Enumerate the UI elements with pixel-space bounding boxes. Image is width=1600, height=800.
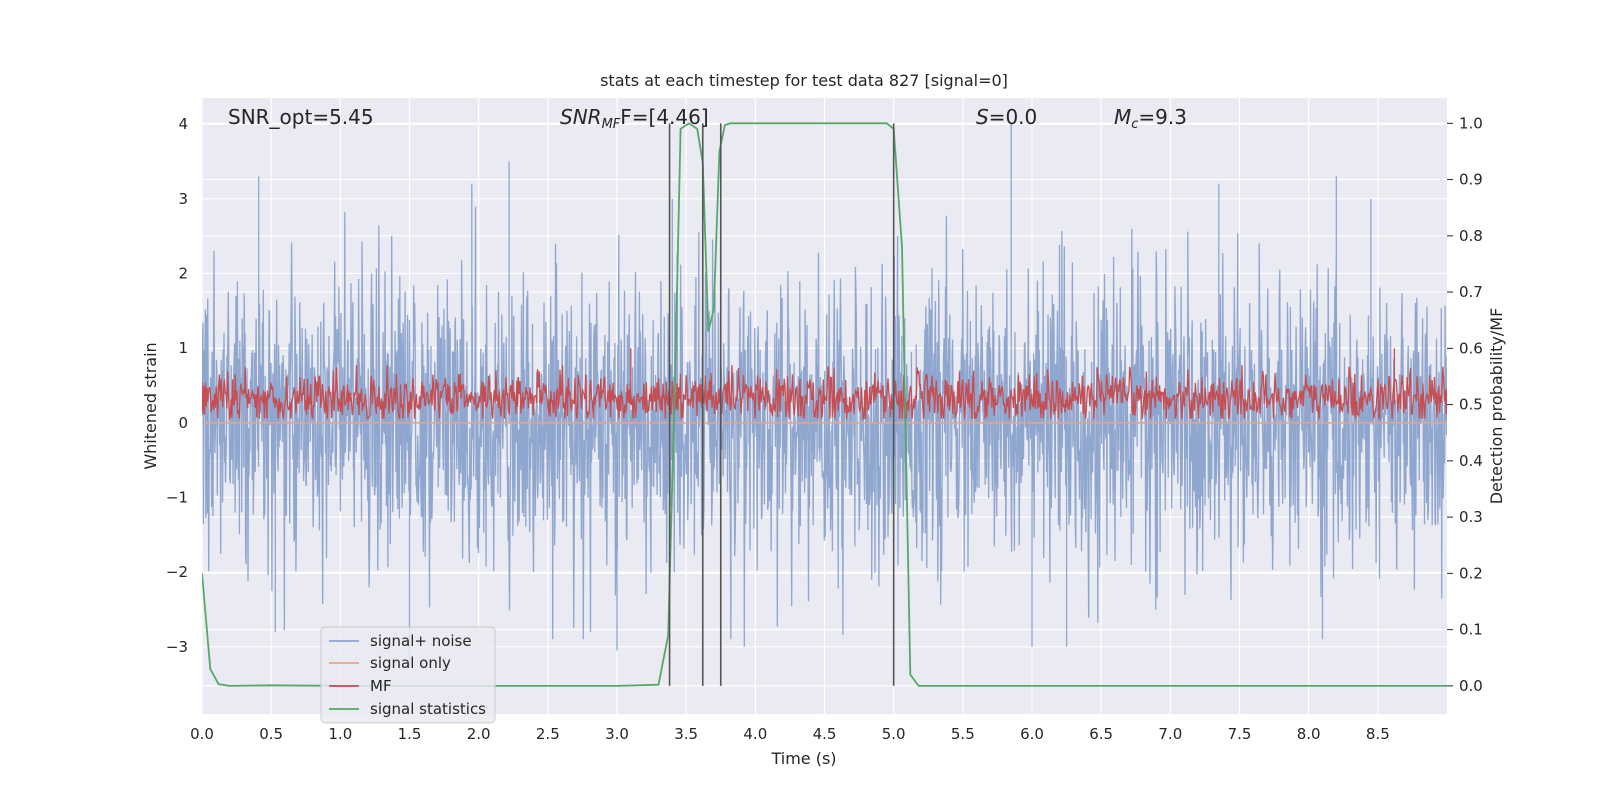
y2-tick-label: 0.0 [1459, 677, 1483, 695]
y2-tick-label: 0.7 [1459, 283, 1483, 301]
x-tick-label: 6.5 [1089, 725, 1113, 743]
y-tick-label: −3 [166, 638, 188, 656]
y2-tick-label: 0.4 [1459, 452, 1483, 470]
x-tick-label: 7.5 [1228, 725, 1252, 743]
y-tick-label: −1 [166, 488, 188, 506]
mc-subscript: c [1131, 117, 1138, 132]
x-tick-label: 0.5 [259, 725, 283, 743]
x-tick-label: 3.0 [605, 725, 629, 743]
s-annotation: S=0.0 [976, 105, 1037, 129]
y-tick-label: 1 [178, 339, 188, 357]
legend-entry-mf: MF [329, 677, 392, 695]
s-value: =0.0 [989, 105, 1038, 129]
snr-opt-annotation: SNR_opt=5.45 [228, 105, 374, 129]
y-tick-label: 3 [178, 190, 188, 208]
x-tick-label: 1.5 [398, 725, 422, 743]
legend-label-signal-noise: signal+ noise [370, 632, 472, 650]
x-tick-label: 2.5 [536, 725, 560, 743]
legend-entry-signal-statistics: signal statistics [329, 700, 486, 718]
snr-mf-subscript: MF [602, 117, 621, 132]
x-tick-label: 8.5 [1366, 725, 1390, 743]
x-tick-label: 2.0 [467, 725, 491, 743]
legend-box [320, 626, 496, 724]
y2-tick-label: 0.5 [1459, 396, 1483, 414]
x-tick-label: 4.5 [813, 725, 837, 743]
y-tick-label: 0 [178, 414, 188, 432]
y2-tick-label: 0.2 [1459, 564, 1483, 582]
x-tick-label: 6.0 [1020, 725, 1044, 743]
x-tick-label: 7.0 [1158, 725, 1182, 743]
legend-label-signal-statistics: signal statistics [370, 700, 486, 718]
signal-noise-line [202, 124, 1447, 670]
chart-title: stats at each timestep for test data 827… [600, 71, 1008, 90]
vertical-marker-lines [668, 123, 895, 686]
y2-tick-label: 0.9 [1459, 171, 1483, 189]
mf-line [202, 348, 1447, 421]
x-tick-label: 3.5 [674, 725, 698, 743]
x-tick-label: 4.0 [743, 725, 767, 743]
y2-tick-label: 0.8 [1459, 227, 1483, 245]
y2-tick-label: 0.1 [1459, 621, 1483, 639]
x-tick-label: 5.0 [882, 725, 906, 743]
y-tick-label: 4 [178, 115, 188, 133]
x-tick-label: 8.0 [1297, 725, 1321, 743]
legend-entry-signal-only: signal only [329, 654, 451, 672]
y2-tick-label: 1.0 [1459, 114, 1483, 132]
snr-mf-value: F=[4.46] [620, 105, 708, 129]
y-tick-label: 2 [178, 264, 188, 282]
legend-label-mf: MF [370, 677, 392, 695]
x-tick-label: 0.0 [190, 725, 214, 743]
legend: signal+ noise signal only MF signal stat… [320, 626, 496, 724]
mc-symbol: M [1114, 105, 1131, 129]
legend-label-signal-only: signal only [370, 654, 451, 672]
snr-mf-annotation: SNRMFF=[4.46] [560, 105, 709, 132]
x-axis-label: Time (s) [770, 749, 836, 768]
mc-value: =9.3 [1138, 105, 1187, 129]
y-axis-label: Whitened strain [141, 342, 160, 469]
mc-annotation: Mc=9.3 [1114, 105, 1187, 132]
axis-ticks: 0.0 0.5 1.0 1.5 2.0 2.5 3.0 3.5 4.0 4.5 5.0 5.5 6.0 6… [166, 114, 1483, 743]
y2-axis-label: Detection probability/MF [1487, 308, 1506, 505]
y2-tick-label: 0.3 [1459, 508, 1483, 526]
snr-mf-main: SNR [560, 105, 602, 129]
y2-tick-label: 0.6 [1459, 339, 1483, 357]
s-symbol: S [976, 105, 989, 129]
x-tick-label: 1.0 [328, 725, 352, 743]
legend-entry-signal-noise: signal+ noise [329, 632, 472, 650]
x-tick-label: 5.5 [951, 725, 975, 743]
y-tick-label: −2 [166, 563, 188, 581]
